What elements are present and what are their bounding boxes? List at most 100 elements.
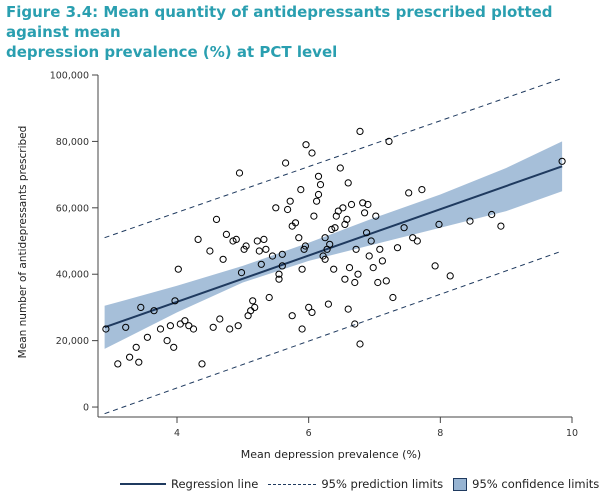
- data-point: [171, 297, 179, 305]
- y-tick-label: 100,000: [50, 71, 89, 82]
- legend-label-prediction: 95% prediction limits: [321, 477, 444, 491]
- data-point: [286, 197, 294, 205]
- data-point: [352, 245, 360, 253]
- x-axis-label: Mean depression prevalence (%): [241, 448, 421, 461]
- data-point: [237, 269, 246, 277]
- plot-area: [102, 77, 566, 415]
- data-point: [389, 293, 397, 302]
- data-point: [308, 149, 316, 157]
- data-point: [156, 325, 165, 333]
- data-point: [262, 245, 270, 253]
- data-point: [176, 320, 184, 328]
- legend-label-regression: Regression line: [171, 477, 259, 491]
- data-point: [135, 358, 143, 366]
- data-point: [431, 262, 439, 270]
- data-point: [174, 265, 182, 273]
- data-point: [249, 297, 257, 305]
- data-point: [385, 137, 393, 145]
- y-tick-label: 80,000: [56, 137, 89, 148]
- data-point: [181, 317, 189, 325]
- data-point: [324, 300, 332, 308]
- data-point: [314, 190, 323, 199]
- data-point: [302, 141, 310, 149]
- data-point: [409, 234, 417, 242]
- x-tick-label: 4: [174, 428, 180, 439]
- data-point: [137, 303, 145, 311]
- data-point: [265, 293, 273, 302]
- data-point: [321, 234, 329, 242]
- data-point: [336, 164, 344, 172]
- data-point: [229, 237, 237, 245]
- data-point: [234, 322, 242, 330]
- data-point: [150, 307, 158, 315]
- data-point: [344, 179, 352, 187]
- data-point: [351, 278, 359, 287]
- data-point: [378, 257, 386, 265]
- data-point: [356, 340, 364, 348]
- y-axis-label: Mean number of antidepressants prescribe…: [17, 126, 29, 359]
- axes: 0 20,000 40,000 60,000 80,000 100,000 4 6 8 10: [50, 71, 578, 440]
- figure-title-line1: Figure 3.4: Mean quantity of antidepress…: [6, 3, 553, 41]
- data-point: [334, 207, 342, 215]
- y-tick-label: 60,000: [56, 203, 89, 214]
- data-point: [376, 245, 384, 253]
- data-point: [114, 360, 122, 368]
- data-point: [331, 224, 339, 232]
- data-point: [369, 264, 377, 272]
- data-point: [488, 210, 496, 219]
- data-point: [126, 353, 134, 361]
- data-point: [356, 127, 364, 135]
- data-point: [359, 199, 367, 207]
- data-point: [367, 237, 375, 245]
- legend-label-confidence: 95% confidence limits: [472, 477, 600, 491]
- data-point: [212, 215, 221, 223]
- y-tick-label: 20,000: [56, 336, 89, 347]
- data-point: [166, 322, 174, 330]
- data-point: [272, 204, 280, 212]
- data-point: [301, 242, 309, 250]
- data-point: [364, 200, 372, 209]
- data-point: [344, 305, 352, 313]
- data-point: [365, 252, 373, 260]
- data-point: [102, 325, 110, 333]
- data-point: [413, 237, 421, 245]
- data-point: [393, 244, 402, 252]
- legend-item-confidence: 95% confidence limits: [453, 477, 599, 491]
- data-point: [206, 247, 214, 255]
- data-point: [314, 172, 323, 180]
- data-point: [298, 265, 306, 273]
- data-point: [251, 303, 259, 311]
- data-point: [275, 270, 283, 278]
- data-point: [446, 272, 454, 280]
- data-point: [268, 252, 277, 260]
- data-point: [297, 186, 305, 194]
- data-point: [361, 209, 369, 217]
- data-point: [330, 265, 338, 273]
- figure-title: Figure 3.4: Mean quantity of antidepress…: [6, 2, 601, 62]
- data-point: [497, 222, 505, 230]
- regression-line: [104, 165, 563, 329]
- data-point: [189, 325, 198, 333]
- data-point: [400, 224, 408, 232]
- data-point: [143, 333, 151, 341]
- prediction-limit-lower: [104, 250, 563, 415]
- data-point: [198, 360, 206, 368]
- data-point: [558, 157, 566, 165]
- data-point: [343, 215, 351, 223]
- data-point: [374, 278, 382, 287]
- data-point: [372, 212, 380, 220]
- data-point: [278, 250, 286, 258]
- data-point: [242, 242, 250, 250]
- legend-swatch-prediction: [268, 483, 317, 485]
- data-point: [284, 205, 292, 214]
- data-point: [282, 159, 290, 167]
- data-point: [247, 307, 255, 315]
- data-point: [257, 260, 265, 268]
- data-point: [313, 197, 321, 205]
- data-point: [226, 325, 234, 333]
- data-point: [435, 220, 443, 228]
- data-point: [339, 204, 347, 212]
- data-point: [222, 230, 230, 238]
- data-point: [345, 264, 354, 272]
- data-point: [347, 200, 356, 209]
